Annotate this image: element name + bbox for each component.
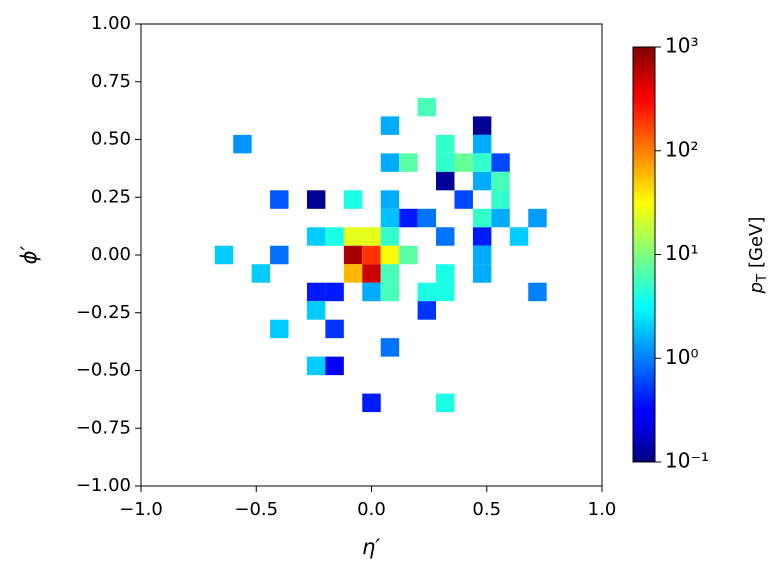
- heatmap-cell: [436, 171, 455, 191]
- colorbar-tick-label: 10¹: [665, 241, 698, 265]
- heatmap-cell: [528, 282, 547, 302]
- heatmap-cell: [436, 393, 455, 413]
- heatmap-cell: [325, 227, 344, 246]
- y-tick-label: 0.00: [91, 244, 131, 265]
- y-tick-label: −1.00: [76, 475, 131, 496]
- heatmap-cell: [325, 356, 344, 376]
- colorbar-tick-label: 10²: [665, 137, 698, 161]
- heatmap-cell: [399, 153, 418, 172]
- heatmap-cell: [417, 97, 437, 117]
- heatmap-cell: [436, 264, 455, 283]
- x-tick-label: 0.0: [357, 499, 386, 520]
- heatmap-cell: [343, 190, 363, 209]
- heatmap-cell: [380, 227, 400, 246]
- heatmap-cell: [380, 264, 400, 283]
- heatmap-cell: [528, 208, 547, 228]
- heatmap-cell: [270, 319, 289, 339]
- heatmap-cell: [380, 116, 400, 135]
- colorbar-label-symbol: p: [746, 282, 767, 294]
- heatmap-cell: [417, 282, 437, 302]
- y-tick-label: 0.50: [91, 129, 131, 150]
- heatmap-cell: [380, 338, 400, 357]
- colorbar-label-subscript: T: [755, 274, 770, 283]
- y-tick-label: 0.25: [91, 186, 131, 207]
- heatmap-cell: [362, 245, 381, 265]
- colorbar-label: pT [GeV]: [746, 217, 770, 295]
- heatmap-cell: [491, 171, 510, 191]
- heatmap-cell: [362, 393, 381, 413]
- heatmap-cell: [472, 245, 492, 265]
- heatmap-cell: [306, 282, 326, 302]
- heatmap-cell: [270, 245, 289, 265]
- x-tick-label: 1.0: [588, 499, 617, 520]
- heatmap-cell: [362, 282, 381, 302]
- y-axis-label: ϕ′: [17, 245, 41, 264]
- heatmap-cell: [233, 134, 252, 154]
- y-tick-label: −0.25: [76, 302, 131, 323]
- heatmap-cell: [472, 116, 492, 135]
- heatmap-cell: [436, 282, 455, 302]
- heatmap-cell: [343, 264, 363, 283]
- heatmap-cell: [472, 208, 492, 228]
- x-tick-label: −0.5: [234, 499, 278, 520]
- heatmap-cell: [491, 208, 510, 228]
- heatmap-cell: [380, 282, 400, 302]
- x-tick-label: −1.0: [119, 499, 163, 520]
- heatmap-cell: [454, 153, 473, 172]
- heatmap-cell: [306, 301, 326, 320]
- heatmap-cell: [343, 227, 363, 246]
- heatmap-cell: [472, 264, 492, 283]
- heatmap-cell: [270, 190, 289, 209]
- heatmap-cell: [306, 356, 326, 376]
- y-tick-label: 0.75: [91, 71, 131, 92]
- heatmap-cell: [491, 190, 510, 209]
- heatmap-cell: [399, 245, 418, 265]
- heatmap-cell: [362, 264, 381, 283]
- y-tick-label: −0.50: [76, 360, 131, 381]
- heatmap-cell: [436, 227, 455, 246]
- heatmap-cell: [472, 153, 492, 172]
- heatmap-cell: [472, 227, 492, 246]
- heatmap-cell: [472, 134, 492, 154]
- heatmap-cell: [306, 190, 326, 209]
- y-tick-label: −0.75: [76, 417, 131, 438]
- heatmap-cell: [214, 245, 234, 265]
- heatmap-cell: [417, 208, 437, 228]
- heatmap-cell: [417, 301, 437, 320]
- colorbar: [632, 46, 656, 463]
- heatmap-cell: [343, 245, 363, 265]
- heatmap-cell: [491, 153, 510, 172]
- heatmap-cell: [509, 227, 529, 246]
- heatmap-cell: [251, 264, 271, 283]
- heatmap-cell: [306, 227, 326, 246]
- heatmap-cell: [436, 134, 455, 154]
- heatmap-cell: [362, 227, 381, 246]
- heatmap-cell: [380, 208, 400, 228]
- colorbar-tick-label: 10⁰: [665, 345, 698, 369]
- heatmap-cell: [380, 190, 400, 209]
- colorbar-tick-label: 10⁻¹: [665, 449, 709, 473]
- x-tick-label: 0.5: [472, 499, 501, 520]
- heatmap-cell: [399, 208, 418, 228]
- heatmap-cell: [472, 171, 492, 191]
- heatmap-cell: [380, 245, 400, 265]
- x-axis-label: η′: [362, 535, 380, 559]
- heatmap-cell: [325, 282, 344, 302]
- heatmap-cell: [454, 190, 473, 209]
- y-tick-label: 1.00: [91, 13, 131, 34]
- colorbar-tick-label: 10³: [665, 34, 698, 58]
- heatmap-cell: [436, 153, 455, 172]
- colorbar-label-unit: [GeV]: [746, 217, 767, 268]
- heatmap-cell: [325, 319, 344, 339]
- heatmap-cell: [380, 153, 400, 172]
